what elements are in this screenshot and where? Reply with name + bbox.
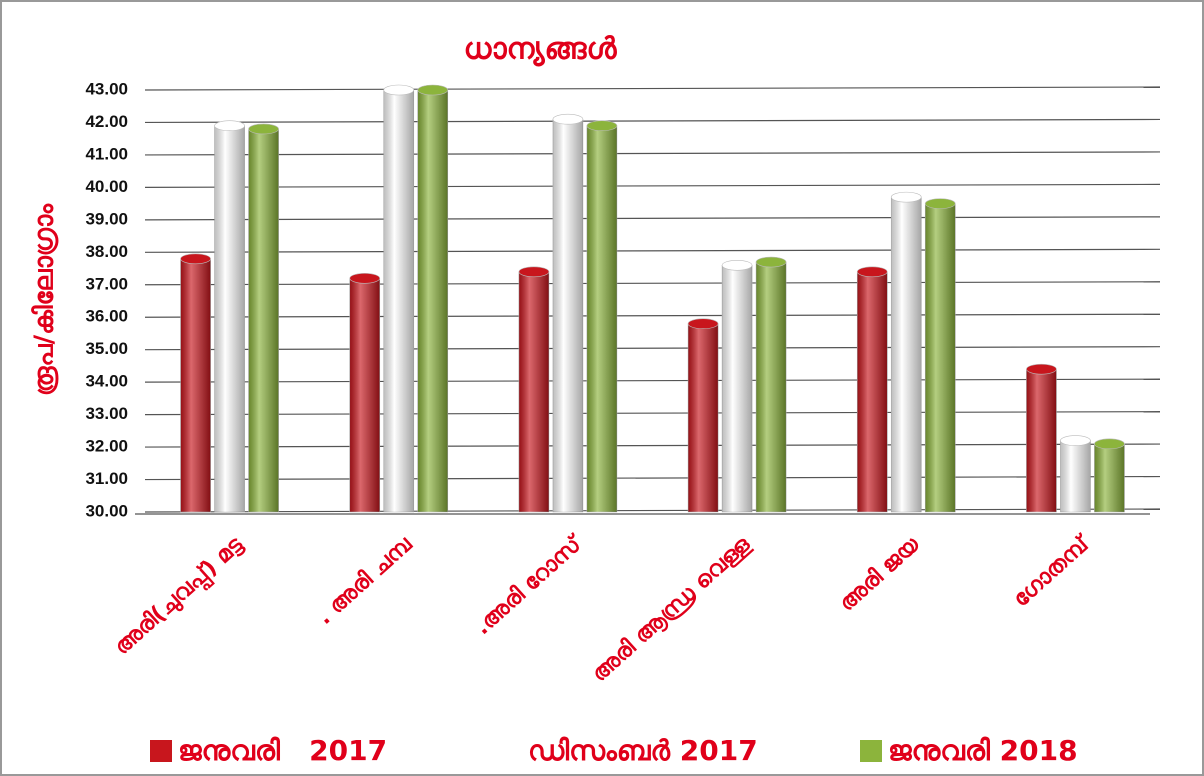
bar-shade	[1060, 440, 1091, 512]
bar-cap	[586, 120, 618, 132]
y-tick-label: 36.00	[85, 307, 128, 326]
bar-cap	[518, 266, 550, 278]
bar-cap	[890, 191, 922, 203]
bar-cap	[687, 318, 719, 330]
bar-shade	[925, 203, 956, 512]
bar-shade	[518, 271, 549, 512]
y-tick-label: 35.00	[85, 339, 128, 358]
bar-shade	[688, 323, 719, 512]
bar-cap	[721, 259, 753, 271]
legend-label: ഡിസംബർ 2017	[528, 734, 758, 767]
y-tick-label: 43.00	[85, 79, 128, 98]
grid-line	[144, 183, 1161, 188]
y-tick-label: 37.00	[85, 274, 128, 293]
bar-shade	[248, 128, 279, 512]
y-tick-label: 31.00	[85, 469, 128, 488]
grid-line	[144, 86, 1161, 91]
grid-line	[144, 216, 1161, 221]
y-tick-label: 39.00	[85, 209, 128, 228]
bar-cap	[214, 120, 245, 132]
y-tick-label: 33.00	[85, 404, 128, 423]
bar-shade	[349, 278, 380, 512]
grid-line	[144, 248, 1161, 253]
bar-shade	[383, 90, 414, 512]
bar-cap	[248, 123, 279, 135]
y-tick-label: 41.00	[85, 144, 128, 163]
chart-title: ധാന്യങ്ങൾ	[464, 32, 618, 68]
bar-shade	[756, 262, 787, 512]
bar-shade	[214, 125, 245, 512]
bar-cap	[1094, 438, 1125, 450]
bar-shade	[586, 125, 617, 512]
grid-line	[144, 508, 1161, 513]
bar-shade	[180, 258, 211, 512]
bar-cap	[924, 198, 956, 209]
y-tick-label: 30.00	[85, 501, 128, 520]
grid-line	[144, 118, 1161, 124]
bar-cap	[552, 113, 584, 125]
legend-swatch	[150, 740, 172, 762]
bar-cap	[755, 256, 787, 268]
bar-shade	[1094, 443, 1125, 512]
grid-line	[144, 443, 1161, 448]
legend-swatch	[500, 740, 522, 762]
bar-cap	[1026, 363, 1057, 375]
y-tick-label: 38.00	[85, 242, 128, 261]
legend-label: ജനുവരി 2017	[178, 734, 387, 767]
grid-line	[144, 378, 1161, 383]
bar-cap	[1060, 435, 1091, 446]
bar-shade	[891, 197, 922, 512]
bar-shade	[1026, 369, 1057, 512]
bar-cap	[417, 84, 449, 96]
bar-shade	[417, 90, 448, 512]
grid-line	[144, 475, 1161, 481]
y-tick-label: 42.00	[85, 112, 128, 131]
legend-swatch	[860, 740, 882, 762]
bar-shade	[857, 271, 888, 512]
y-tick-label: 32.00	[85, 437, 128, 456]
legend-label: ജനുവരി 2018	[888, 734, 1078, 767]
bar-cap	[349, 272, 381, 284]
bar-cap	[383, 84, 415, 96]
bar-cap	[180, 253, 211, 265]
grid-line	[144, 281, 1161, 286]
grid-line	[144, 151, 1161, 156]
grid-line	[144, 313, 1161, 318]
grid-line	[144, 346, 1161, 351]
y-tick-label: 34.00	[85, 372, 128, 391]
bar-cap	[856, 266, 888, 278]
bar-shade	[722, 265, 753, 512]
y-axis-label: രൂപ/കിലോഗ്രാം	[30, 203, 60, 396]
bar-shade	[552, 119, 583, 512]
y-tick-label: 40.00	[85, 177, 128, 196]
grid-line	[144, 411, 1161, 416]
